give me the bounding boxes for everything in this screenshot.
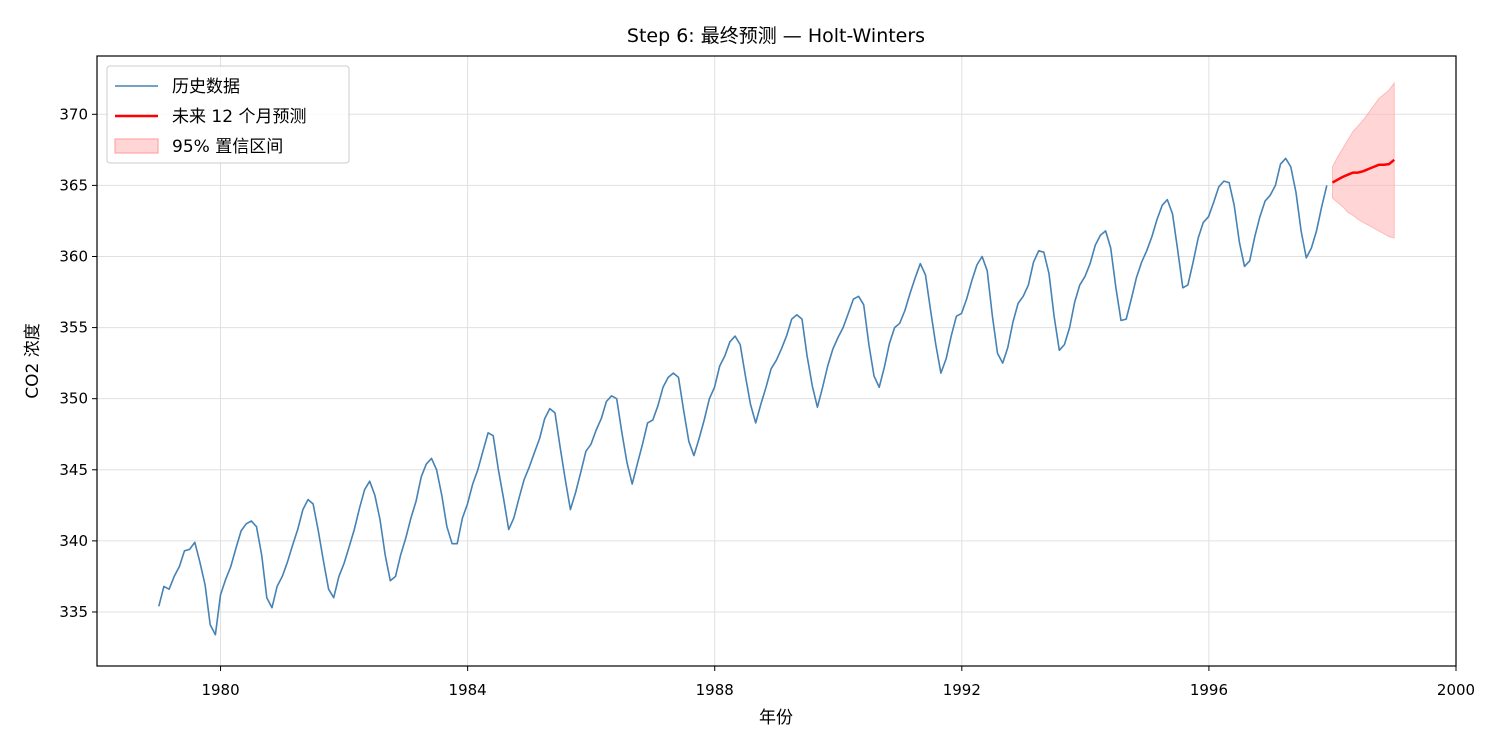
x-tick-label: 1984	[449, 681, 487, 699]
confidence-band-layer	[1332, 81, 1395, 239]
x-axis-label: 年份	[759, 708, 793, 728]
x-tick-label: 1996	[1190, 681, 1228, 699]
y-tick-label: 335	[59, 603, 88, 621]
y-tick-label: 350	[59, 390, 88, 408]
y-tick-label: 340	[59, 532, 88, 550]
legend-label-confidence-interval: 95% 置信区间	[172, 137, 283, 157]
legend: 历史数据 未来 12 个月预测 95% 置信区间	[106, 65, 350, 164]
x-tick-label: 1992	[943, 681, 981, 699]
history-series-line	[158, 157, 1328, 636]
chart-title: Step 6: 最终预测 — Holt-Winters	[627, 25, 925, 47]
legend-box	[106, 65, 350, 164]
x-tick-label: 1980	[201, 681, 239, 699]
forecast-series-line	[1331, 158, 1396, 184]
y-tick-label: 345	[59, 461, 88, 479]
y-tick-label: 360	[59, 247, 88, 265]
y-tick-label: 370	[59, 105, 88, 123]
series-lines-layer	[158, 157, 1396, 636]
x-tick-label: 1988	[696, 681, 734, 699]
y-axis-label: CO2 浓度	[23, 323, 43, 398]
plot-area-frame	[96, 55, 1457, 667]
confidence-band	[1332, 81, 1395, 239]
y-axis-ticks: 335 340 345 350 355 360 365 370	[59, 105, 97, 621]
legend-swatch-confidence-interval	[114, 138, 159, 154]
legend-label-forecast: 未来 12 个月预测	[172, 107, 306, 127]
x-tick-label: 2000	[1437, 681, 1475, 699]
y-tick-label: 355	[59, 319, 88, 337]
y-tick-label: 365	[59, 176, 88, 194]
x-axis-ticks: 1980 1984 1988 1992 1996 2000	[201, 666, 1475, 699]
legend-label-history: 历史数据	[172, 77, 240, 97]
